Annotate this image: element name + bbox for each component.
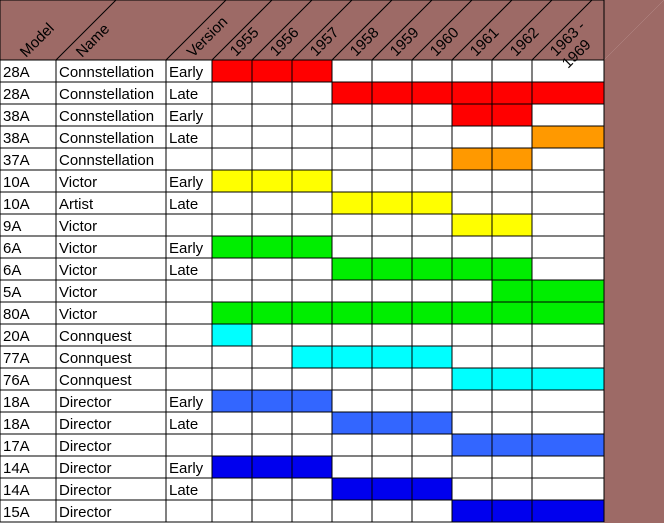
header-diagonal-line xyxy=(291,0,353,61)
version-cell: Late xyxy=(169,130,198,147)
version-cell: Late xyxy=(169,196,198,213)
name-cell: Connquest xyxy=(59,350,132,367)
version-cell: Early xyxy=(169,174,204,191)
model-cell: 18A xyxy=(3,394,30,411)
model-cell: 14A xyxy=(3,482,30,499)
production-bar xyxy=(212,324,252,346)
chart-frame-top xyxy=(0,0,664,60)
model-cell: 5A xyxy=(3,284,21,301)
row-labels: 28A Connstellation Early 28A Connstellation L… xyxy=(3,64,204,521)
name-cell: Director xyxy=(59,438,112,455)
header-diagonal-line xyxy=(411,0,473,61)
production-bar xyxy=(332,82,604,104)
name-cell: Connquest xyxy=(59,328,132,345)
model-cell: 38A xyxy=(3,108,30,125)
version-cell: Early xyxy=(169,64,204,81)
version-cell: Late xyxy=(169,482,198,499)
name-cell: Director xyxy=(59,394,112,411)
model-cell: 20A xyxy=(3,328,30,345)
name-cell: Director xyxy=(59,416,112,433)
model-cell: 10A xyxy=(3,196,30,213)
timeline-cells xyxy=(0,60,604,522)
header-diagonal-line xyxy=(371,0,433,61)
production-bar xyxy=(212,60,332,82)
name-cell: Connstellation xyxy=(59,108,154,125)
table-grid xyxy=(0,0,605,523)
model-cell: 17A xyxy=(3,438,30,455)
name-cell: Connstellation xyxy=(59,152,154,169)
name-cell: Artist xyxy=(59,196,94,213)
model-cell: 80A xyxy=(3,306,30,323)
model-cell: 14A xyxy=(3,460,30,477)
production-bar xyxy=(332,478,452,500)
version-cell: Early xyxy=(169,108,204,125)
production-bar xyxy=(212,390,332,412)
production-bar xyxy=(212,170,332,192)
name-cell: Director xyxy=(59,504,112,521)
chart-frame-right xyxy=(604,0,664,523)
name-cell: Victor xyxy=(59,218,97,235)
name-cell: Connquest xyxy=(59,372,132,389)
production-bar xyxy=(212,302,604,324)
production-bar xyxy=(452,368,604,390)
production-bar xyxy=(332,258,532,280)
production-bar xyxy=(212,236,332,258)
name-cell: Victor xyxy=(59,284,97,301)
model-cell: 6A xyxy=(3,240,21,257)
header-diagonal-line xyxy=(491,0,553,61)
production-bar xyxy=(212,456,332,478)
model-cell: 37A xyxy=(3,152,30,169)
version-cell: Early xyxy=(169,240,204,257)
name-cell: Director xyxy=(59,460,112,477)
model-cell: 28A xyxy=(3,86,30,103)
name-cell: Victor xyxy=(59,174,97,191)
version-cell: Late xyxy=(169,416,198,433)
production-bar xyxy=(332,192,452,214)
production-bar xyxy=(452,434,604,456)
header-diagonal-line xyxy=(251,0,313,61)
model-cell: 38A xyxy=(3,130,30,147)
name-cell: Connstellation xyxy=(59,130,154,147)
header-diagonal-line xyxy=(211,0,273,61)
header-diagonal-line xyxy=(55,0,117,61)
model-cell: 76A xyxy=(3,372,30,389)
name-cell: Connstellation xyxy=(59,64,154,81)
model-cell: 28A xyxy=(3,64,30,81)
model-cell: 10A xyxy=(3,174,30,191)
model-cell: 9A xyxy=(3,218,21,235)
model-cell: 15A xyxy=(3,504,30,521)
model-cell: 6A xyxy=(3,262,21,279)
production-bar xyxy=(532,126,604,148)
version-cell: Early xyxy=(169,394,204,411)
header-diagonal-line xyxy=(451,0,513,61)
production-bar xyxy=(452,500,604,522)
version-cell: Late xyxy=(169,86,198,103)
name-cell: Victor xyxy=(59,240,97,257)
name-cell: Director xyxy=(59,482,112,499)
production-bar xyxy=(332,412,452,434)
name-cell: Victor xyxy=(59,306,97,323)
version-cell: Early xyxy=(169,460,204,477)
name-cell: Victor xyxy=(59,262,97,279)
production-bar xyxy=(492,280,604,302)
model-cell: 77A xyxy=(3,350,30,367)
header-diagonal-line xyxy=(331,0,393,61)
header-diagonal-line xyxy=(165,0,227,61)
model-cell: 18A xyxy=(3,416,30,433)
header-diagonal-line xyxy=(531,0,593,61)
name-cell: Connstellation xyxy=(59,86,154,103)
version-cell: Late xyxy=(169,262,198,279)
